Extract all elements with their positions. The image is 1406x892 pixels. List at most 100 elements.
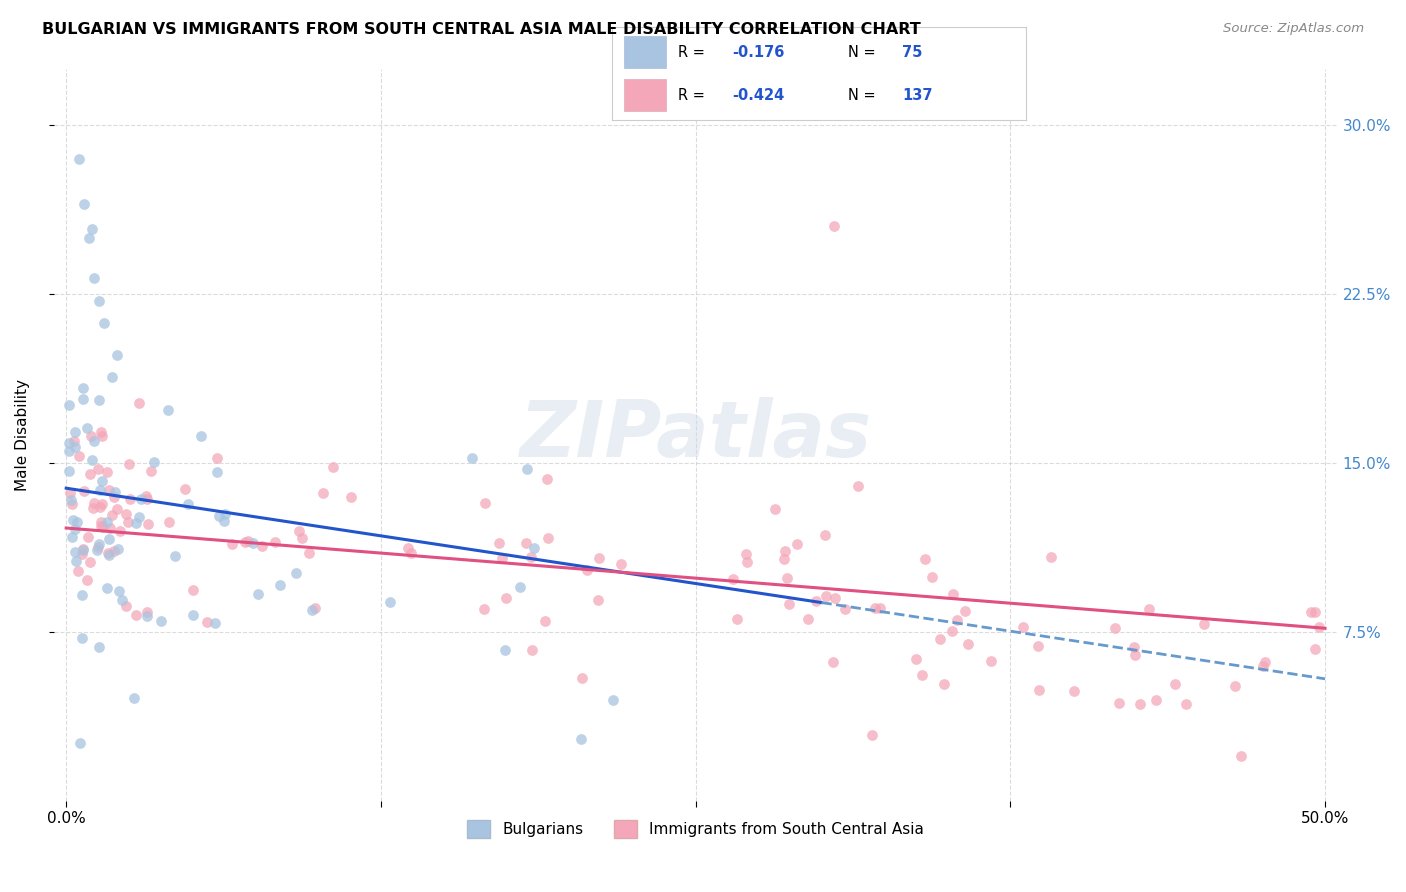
Point <box>569 732 592 747</box>
Point <box>125 607 148 622</box>
Legend: Bulgarians, Immigrants from South Central Asia: Bulgarians, Immigrants from South Centra… <box>461 814 931 845</box>
Point <box>1299 605 1322 619</box>
Point <box>1163 677 1185 691</box>
Point <box>67 564 90 578</box>
Point <box>96 515 118 529</box>
Point <box>921 570 943 584</box>
Point <box>104 485 127 500</box>
Point <box>58 435 80 450</box>
Point <box>195 615 218 630</box>
Point <box>157 403 180 417</box>
Point <box>233 534 256 549</box>
Text: ZIPatlas: ZIPatlas <box>519 397 872 473</box>
Point <box>834 602 856 616</box>
Point <box>93 316 115 330</box>
Point <box>602 692 624 706</box>
Point <box>58 443 80 458</box>
Point <box>96 465 118 479</box>
Point <box>288 524 311 539</box>
Point <box>91 474 114 488</box>
Point <box>80 429 103 443</box>
Point <box>60 530 83 544</box>
Point <box>105 501 128 516</box>
Point <box>205 465 228 479</box>
Point <box>129 491 152 506</box>
Point <box>298 546 321 560</box>
Text: N =: N = <box>848 45 880 60</box>
Point <box>139 464 162 478</box>
Point <box>60 497 83 511</box>
Point <box>932 677 955 691</box>
Point <box>214 507 236 521</box>
Point <box>1028 682 1050 697</box>
Point <box>472 602 495 616</box>
FancyBboxPatch shape <box>624 36 665 68</box>
Point <box>86 543 108 558</box>
Point <box>263 534 285 549</box>
Point <box>118 457 141 471</box>
Point <box>150 614 173 628</box>
Point <box>1303 605 1326 619</box>
Point <box>108 524 131 538</box>
Text: R =: R = <box>678 87 710 103</box>
Point <box>128 509 150 524</box>
Point <box>67 152 90 166</box>
Point <box>91 497 114 511</box>
Point <box>103 544 125 558</box>
Point <box>87 540 110 554</box>
Text: -0.424: -0.424 <box>733 87 785 103</box>
Point <box>125 516 148 531</box>
Point <box>533 614 555 628</box>
Point <box>290 531 312 545</box>
Point <box>778 597 800 611</box>
Point <box>941 624 963 639</box>
Point <box>301 602 323 616</box>
Point <box>65 523 87 537</box>
Point <box>135 489 157 503</box>
Point <box>1026 639 1049 653</box>
Point <box>90 519 112 533</box>
Point <box>236 534 259 549</box>
Point <box>63 544 86 558</box>
Point <box>942 587 965 601</box>
Point <box>117 515 139 529</box>
Point <box>72 381 94 395</box>
Point <box>928 632 950 646</box>
Point <box>90 425 112 439</box>
Point <box>83 496 105 510</box>
Point <box>516 462 538 476</box>
Point <box>495 591 517 605</box>
Point <box>488 536 510 550</box>
Point <box>1254 655 1277 669</box>
Point <box>1137 602 1160 616</box>
Point <box>205 451 228 466</box>
Point <box>399 546 422 560</box>
Point <box>252 540 274 554</box>
Point <box>58 464 80 478</box>
Point <box>63 434 86 449</box>
Point <box>72 543 94 558</box>
Point <box>914 552 936 566</box>
Point <box>1039 549 1062 564</box>
Point <box>108 583 131 598</box>
Point <box>128 395 150 409</box>
Point <box>107 541 129 556</box>
Point <box>734 547 756 561</box>
Point <box>515 536 537 550</box>
Text: -0.176: -0.176 <box>733 45 785 60</box>
Point <box>955 604 977 618</box>
Point <box>588 551 610 566</box>
Point <box>62 513 84 527</box>
Point <box>65 440 87 454</box>
Point <box>89 537 111 551</box>
Point <box>863 600 886 615</box>
Y-axis label: Male Disability: Male Disability <box>15 379 30 491</box>
Point <box>90 428 112 442</box>
Point <box>72 547 94 561</box>
Point <box>86 461 108 475</box>
Point <box>537 531 560 545</box>
Point <box>204 615 226 630</box>
Point <box>520 550 543 565</box>
Point <box>70 588 93 602</box>
Point <box>190 429 212 443</box>
